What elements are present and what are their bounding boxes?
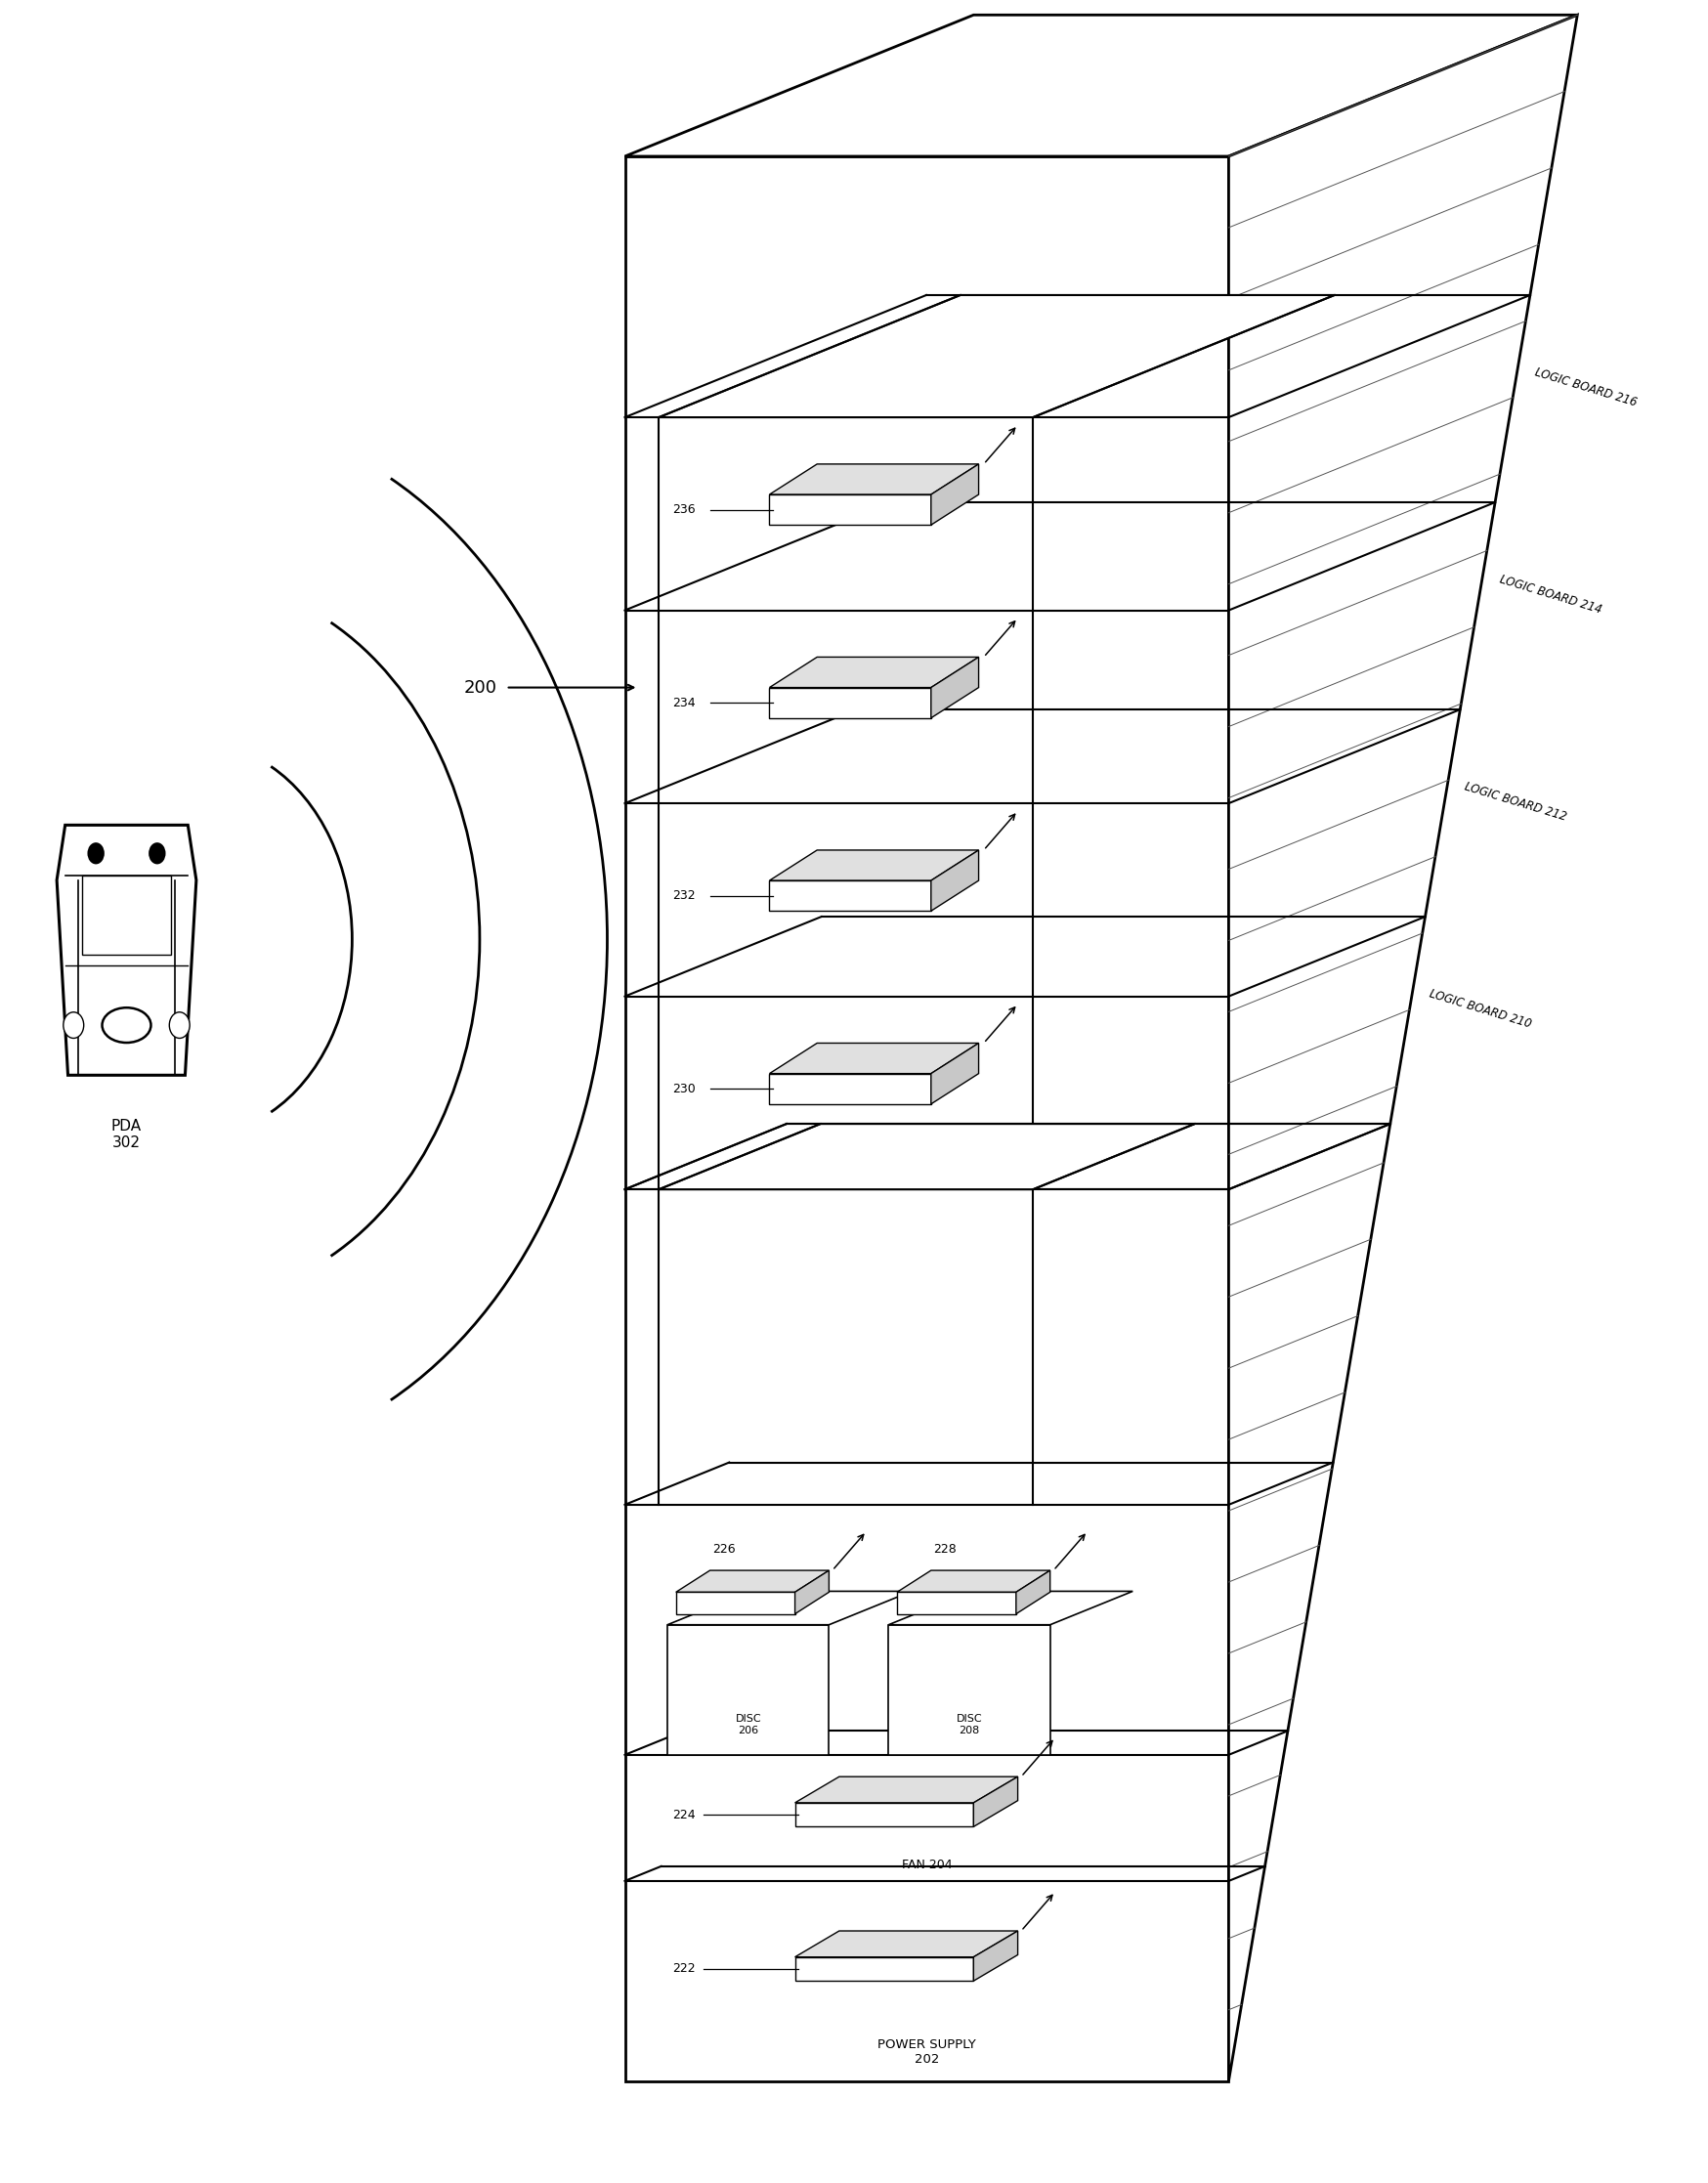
Polygon shape bbox=[769, 465, 979, 496]
Circle shape bbox=[169, 1013, 190, 1039]
Text: LOGIC BOARD 210: LOGIC BOARD 210 bbox=[1428, 989, 1532, 1030]
Polygon shape bbox=[625, 157, 1228, 2080]
Polygon shape bbox=[897, 1570, 1049, 1591]
Polygon shape bbox=[769, 880, 931, 910]
Polygon shape bbox=[659, 295, 1334, 417]
Circle shape bbox=[63, 1013, 84, 1039]
Text: 230: 230 bbox=[673, 1083, 695, 1096]
Text: 224: 224 bbox=[673, 1808, 695, 1821]
Text: 236: 236 bbox=[673, 504, 695, 515]
Polygon shape bbox=[82, 875, 171, 956]
Polygon shape bbox=[931, 849, 979, 910]
Polygon shape bbox=[794, 1932, 1018, 1956]
Text: 232: 232 bbox=[673, 888, 695, 902]
Polygon shape bbox=[974, 1777, 1018, 1827]
Circle shape bbox=[87, 843, 104, 864]
Polygon shape bbox=[769, 688, 931, 718]
Polygon shape bbox=[931, 465, 979, 524]
Text: 222: 222 bbox=[673, 1963, 695, 1976]
Circle shape bbox=[149, 843, 166, 864]
Text: PDA
302: PDA 302 bbox=[111, 1118, 142, 1150]
Polygon shape bbox=[769, 1043, 979, 1074]
Polygon shape bbox=[56, 825, 196, 1076]
Polygon shape bbox=[794, 1956, 974, 1980]
Polygon shape bbox=[974, 1932, 1018, 1980]
Text: POWER SUPPLY
202: POWER SUPPLY 202 bbox=[876, 2039, 975, 2065]
Polygon shape bbox=[676, 1570, 828, 1591]
Polygon shape bbox=[769, 1074, 931, 1105]
Ellipse shape bbox=[102, 1009, 150, 1043]
Polygon shape bbox=[931, 1043, 979, 1105]
Polygon shape bbox=[888, 1591, 1132, 1624]
Polygon shape bbox=[769, 849, 979, 880]
Polygon shape bbox=[625, 15, 1576, 157]
Text: DISC
208: DISC 208 bbox=[956, 1714, 982, 1735]
Polygon shape bbox=[897, 1591, 1016, 1613]
Text: LOGIC BOARD 212: LOGIC BOARD 212 bbox=[1462, 782, 1568, 823]
Polygon shape bbox=[931, 657, 979, 718]
Text: FAN 204: FAN 204 bbox=[902, 1858, 951, 1871]
Polygon shape bbox=[794, 1803, 974, 1827]
Polygon shape bbox=[794, 1570, 828, 1613]
Text: 200: 200 bbox=[465, 679, 497, 696]
Polygon shape bbox=[676, 1591, 794, 1613]
Text: 228: 228 bbox=[933, 1543, 956, 1554]
Polygon shape bbox=[1228, 15, 1576, 2080]
Text: LOGIC BOARD 214: LOGIC BOARD 214 bbox=[1498, 574, 1602, 616]
Polygon shape bbox=[888, 1624, 1049, 1755]
Polygon shape bbox=[659, 1124, 1194, 1190]
Polygon shape bbox=[769, 657, 979, 688]
Polygon shape bbox=[794, 1777, 1018, 1803]
Polygon shape bbox=[769, 496, 931, 524]
Polygon shape bbox=[1016, 1570, 1049, 1613]
Text: 226: 226 bbox=[712, 1543, 734, 1554]
Polygon shape bbox=[668, 1591, 910, 1624]
Text: DISC
206: DISC 206 bbox=[734, 1714, 760, 1735]
Polygon shape bbox=[668, 1624, 828, 1755]
Text: 234: 234 bbox=[673, 696, 695, 709]
Text: LOGIC BOARD 216: LOGIC BOARD 216 bbox=[1532, 367, 1638, 410]
